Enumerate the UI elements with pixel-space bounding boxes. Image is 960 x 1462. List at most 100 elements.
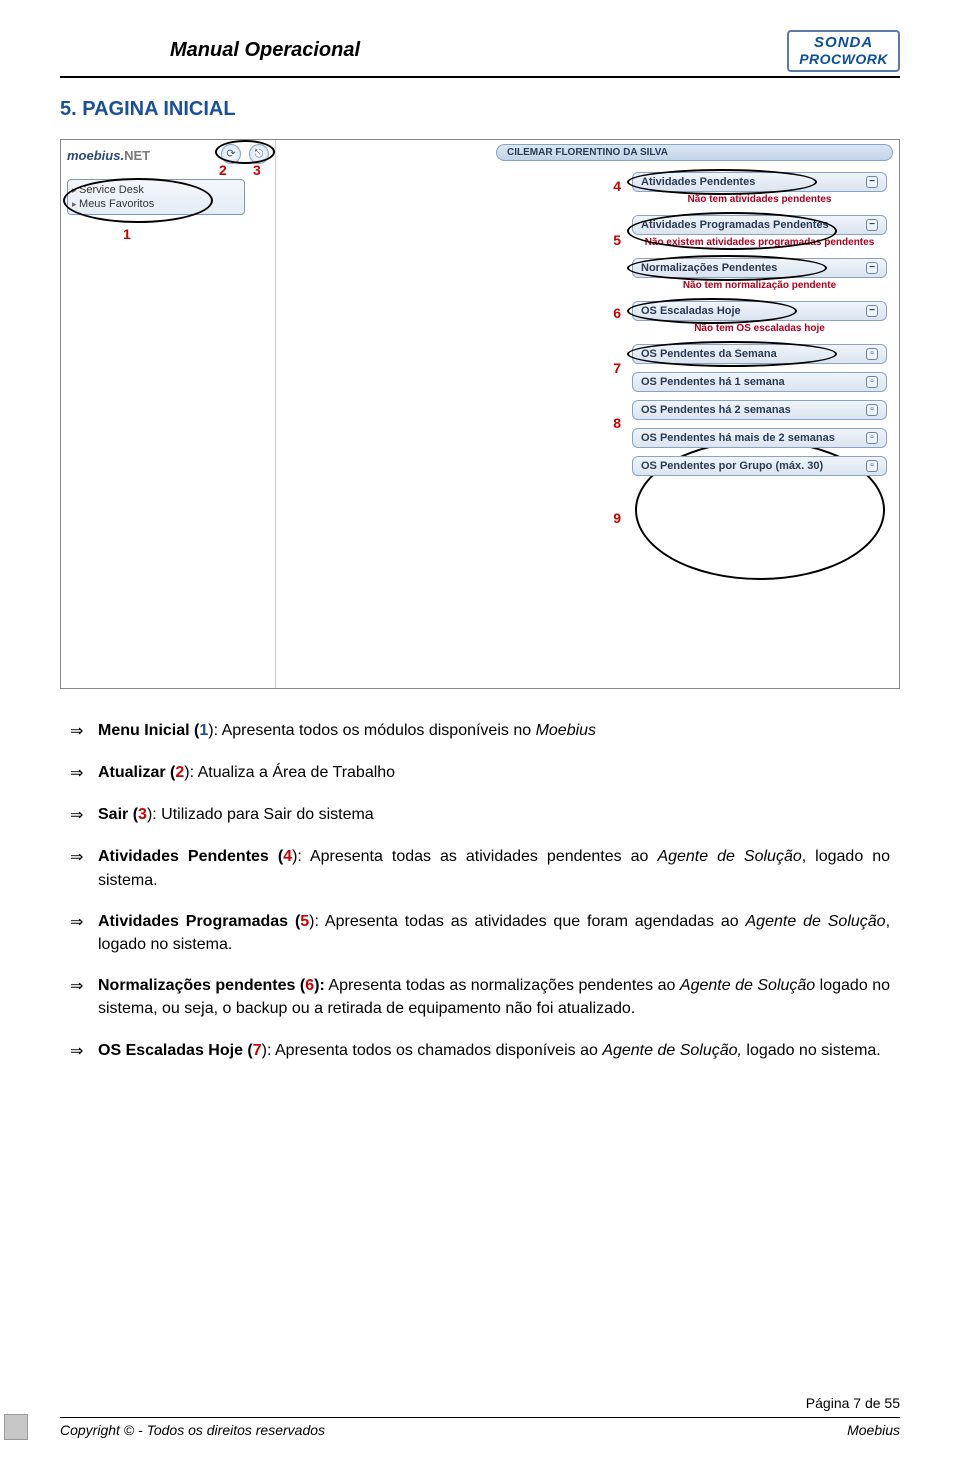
collapse-icon[interactable]: − — [866, 219, 878, 231]
panel-atividades-programadas: Atividades Programadas Pendentes − Não e… — [632, 215, 887, 250]
brand-logo: SONDA PROCWORK — [787, 30, 900, 72]
bullet-sair: ⇒ Sair (3): Utilizado para Sair do siste… — [70, 803, 890, 827]
panel-head[interactable]: OS Pendentes por Grupo (máx. 30) ▫ — [632, 456, 887, 476]
bullet-text: ): Apresenta todas as atividades que for… — [309, 913, 745, 930]
screenshot: moebius.NET ⟳ ⎋ 2 3 Service Desk Meus Fa… — [60, 139, 900, 689]
panel-atividades-pendentes: Atividades Pendentes − Não tem atividade… — [632, 172, 887, 207]
bullet-num: 7 — [253, 1042, 262, 1059]
app-suffix: NET — [124, 148, 150, 163]
bullet-label: Menu Inicial — [98, 722, 190, 739]
app-logo: moebius.NET — [61, 146, 275, 165]
bullet-atividades-programadas: ⇒ Atividades Programadas (5): Apresenta … — [70, 910, 890, 956]
collapse-icon[interactable]: − — [866, 305, 878, 317]
panel-msg: Não tem normalização pendente — [632, 278, 887, 293]
collapse-icon[interactable]: − — [866, 262, 878, 274]
panel-os-escaladas: OS Escaladas Hoje − Não tem OS escaladas… — [632, 301, 887, 336]
panel-head[interactable]: Normalizações Pendentes − — [632, 258, 887, 278]
section-title: PAGINA INICIAL — [82, 98, 235, 120]
panel-title: OS Pendentes por Grupo (máx. 30) — [641, 460, 823, 472]
bullet-num: 3 — [138, 806, 147, 823]
user-bar: CILEMAR FLORENTINO DA SILVA — [496, 144, 893, 161]
ss-sidebar-tree[interactable]: Service Desk Meus Favoritos — [67, 179, 245, 215]
footer: Página 7 de 55 Copyright © - Todos os di… — [60, 1395, 900, 1438]
panel-head[interactable]: OS Pendentes há 2 semanas ▫ — [632, 400, 887, 420]
bullet-text: ): Apresenta todas as atividades pendent… — [292, 848, 657, 865]
bullet-label: OS Escaladas Hoje — [98, 1042, 243, 1059]
bullet-os-escaladas: ⇒ OS Escaladas Hoje (7): Apresenta todos… — [70, 1039, 890, 1063]
arrow-icon: ⇒ — [70, 761, 98, 785]
bullet-italic: Agente de Solução — [657, 848, 801, 865]
panel-title: Normalizações Pendentes — [641, 262, 777, 274]
panel-normalizacoes: Normalizações Pendentes − Não tem normal… — [632, 258, 887, 293]
panel-title: Atividades Programadas Pendentes — [641, 219, 829, 231]
copyright: Copyright © - Todos os direitos reservad… — [60, 1422, 325, 1438]
arrow-icon: ⇒ — [70, 910, 98, 934]
refresh-icon[interactable]: ⟳ — [221, 144, 241, 164]
bullet-label: Sair — [98, 806, 128, 823]
product-name: Moebius — [847, 1422, 900, 1438]
logo-line2: PROCWORK — [799, 52, 888, 67]
bullet-italic: Agente de Solução, — [602, 1042, 742, 1059]
callout-2: 2 — [219, 162, 227, 178]
bullet-text: ): Apresenta todos os módulos disponívei… — [208, 722, 535, 739]
expand-icon[interactable]: ▫ — [866, 460, 878, 472]
bullet-num: 5 — [300, 913, 309, 930]
page-number: Página 7 de 55 — [60, 1395, 900, 1411]
sidebar-item-service-desk[interactable]: Service Desk — [72, 183, 240, 197]
callout-1: 1 — [123, 226, 131, 242]
bullet-list: ⇒ Menu Inicial (1): Apresenta todos os m… — [70, 719, 890, 1063]
expand-icon[interactable]: ▫ — [866, 376, 878, 388]
bullet-num: 4 — [283, 848, 292, 865]
callout-4: 4 — [613, 178, 621, 194]
callout-3: 3 — [253, 162, 261, 178]
panel-title: Atividades Pendentes — [641, 176, 755, 188]
callout-9: 9 — [613, 510, 621, 526]
panel-os-mais2: OS Pendentes há mais de 2 semanas ▫ — [632, 428, 887, 448]
app-name: moebius. — [67, 148, 124, 163]
bullet-after: logado no sistema. — [742, 1042, 881, 1059]
expand-icon[interactable]: ▫ — [866, 404, 878, 416]
bullet-text: ): Apresenta todos os chamados disponíve… — [262, 1042, 603, 1059]
bullet-label: Normalizações pendentes — [98, 977, 295, 994]
panel-head[interactable]: OS Pendentes da Semana ▫ — [632, 344, 887, 364]
bullet-label: Atualizar — [98, 764, 166, 781]
panel-msg: Não existem atividades programadas pende… — [632, 235, 887, 250]
callout-7: 7 — [613, 360, 621, 376]
panel-msg: Não tem atividades pendentes — [632, 192, 887, 207]
expand-icon[interactable]: ▫ — [866, 432, 878, 444]
logo-line1: SONDA — [799, 35, 888, 52]
collapse-icon[interactable]: − — [866, 176, 878, 188]
ss-left-pane: moebius.NET ⟳ ⎋ 2 3 Service Desk Meus Fa… — [61, 140, 276, 688]
arrow-icon: ⇒ — [70, 974, 98, 998]
ss-right-pane: CILEMAR FLORENTINO DA SILVA 4 5 6 7 8 9 … — [276, 140, 899, 688]
panel-title: OS Pendentes há 1 semana — [641, 376, 785, 388]
panel-head[interactable]: Atividades Programadas Pendentes − — [632, 215, 887, 235]
panel-head[interactable]: OS Pendentes há 1 semana ▫ — [632, 372, 887, 392]
panel-msg: Não tem OS escaladas hoje — [632, 321, 887, 336]
bullet-atualizar: ⇒ Atualizar (2): Atualiza a Área de Trab… — [70, 761, 890, 785]
exit-icon[interactable]: ⎋ — [249, 144, 269, 164]
bullet-num: 1 — [199, 722, 208, 739]
arrow-icon: ⇒ — [70, 803, 98, 827]
panel-title: OS Pendentes da Semana — [641, 348, 777, 360]
panel-head[interactable]: Atividades Pendentes − — [632, 172, 887, 192]
callout-8: 8 — [613, 415, 621, 431]
callout-6: 6 — [613, 305, 621, 321]
arrow-icon: ⇒ — [70, 719, 98, 743]
panel-head[interactable]: OS Pendentes há mais de 2 semanas ▫ — [632, 428, 887, 448]
bullet-label: Atividades Programadas — [98, 913, 288, 930]
sidebar-item-favoritos[interactable]: Meus Favoritos — [72, 197, 240, 211]
panel-os-2semanas: OS Pendentes há 2 semanas ▫ — [632, 400, 887, 420]
bullet-atividades-pendentes: ⇒ Atividades Pendentes (4): Apresenta to… — [70, 845, 890, 891]
bullet-italic: Moebius — [536, 722, 596, 739]
arrow-icon: ⇒ — [70, 845, 98, 869]
bullet-text: ): Atualiza a Área de Trabalho — [184, 764, 395, 781]
bullet-menu-inicial: ⇒ Menu Inicial (1): Apresenta todos os m… — [70, 719, 890, 743]
bullet-text: ): Utilizado para Sair do sistema — [147, 806, 374, 823]
footer-rule — [60, 1417, 900, 1418]
panel-title: OS Pendentes há mais de 2 semanas — [641, 432, 835, 444]
panel-head[interactable]: OS Escaladas Hoje − — [632, 301, 887, 321]
panel-os-1semana: OS Pendentes há 1 semana ▫ — [632, 372, 887, 392]
expand-icon[interactable]: ▫ — [866, 348, 878, 360]
doc-header: Manual Operacional SONDA PROCWORK — [60, 30, 900, 78]
